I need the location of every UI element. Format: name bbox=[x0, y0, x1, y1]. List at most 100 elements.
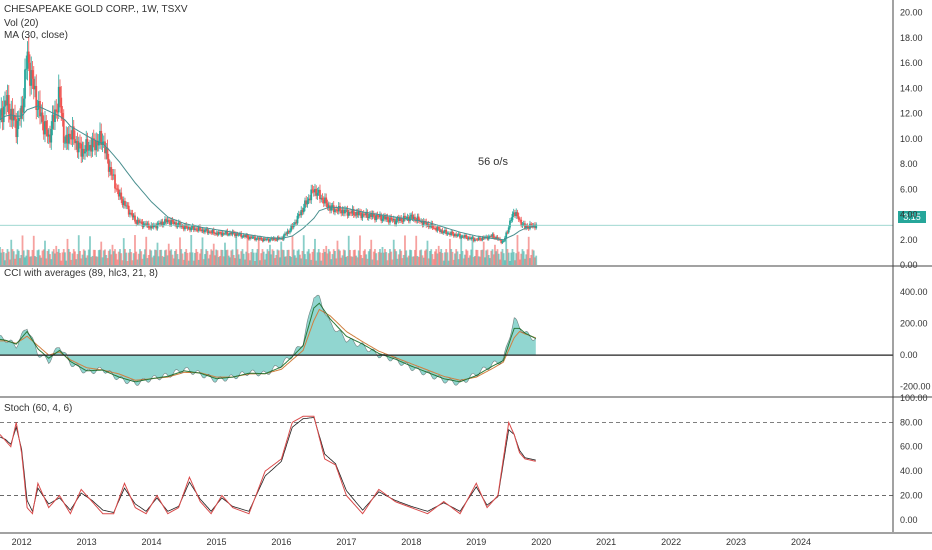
time-tick-label: 2012 bbox=[12, 537, 32, 547]
volume-bar bbox=[427, 258, 430, 265]
price-scale[interactable]: 0.00 2.00 4.00 6.00 8.00 10.00 12.00 14.00 16.00… bbox=[900, 8, 931, 525]
candle-body bbox=[254, 236, 256, 241]
volume-bar bbox=[509, 260, 511, 265]
candle-body bbox=[515, 212, 518, 217]
candle-body bbox=[234, 233, 236, 237]
candle-body bbox=[291, 225, 294, 228]
volume-bar bbox=[232, 255, 235, 265]
volume-bar bbox=[77, 235, 80, 265]
candle-body bbox=[450, 231, 453, 235]
volume-bar bbox=[276, 249, 279, 265]
volume-bar bbox=[162, 257, 165, 265]
candle-body bbox=[20, 105, 23, 119]
volume-bar bbox=[170, 249, 173, 265]
price-tick-label: 10.00 bbox=[900, 134, 923, 144]
volume-bar bbox=[389, 249, 391, 265]
volume-bar bbox=[410, 250, 413, 265]
volume-bar bbox=[5, 253, 8, 265]
volume-bar bbox=[6, 249, 9, 265]
candle-body bbox=[399, 218, 401, 221]
price-pane[interactable]: CHESAPEAKE GOLD CORP., 1W, TSXV Vol (20)… bbox=[0, 4, 926, 265]
candle-body bbox=[195, 228, 198, 230]
candle-body bbox=[395, 220, 398, 225]
volume-bar bbox=[215, 249, 218, 265]
volume-bar bbox=[30, 256, 33, 265]
volume-bar bbox=[242, 253, 245, 265]
candle-body bbox=[60, 97, 63, 113]
volume-bar bbox=[207, 258, 210, 265]
candle-body bbox=[50, 128, 53, 143]
stoch-pane[interactable]: Stoch (60, 4, 6) bbox=[0, 403, 893, 515]
volume-bar bbox=[216, 250, 219, 265]
stoch-title: Stoch (60, 4, 6) bbox=[4, 403, 72, 414]
candle-body bbox=[89, 144, 91, 150]
volume-bar bbox=[522, 251, 525, 265]
volume-bar bbox=[341, 255, 344, 265]
candle-body bbox=[40, 112, 43, 117]
candle-body bbox=[384, 216, 386, 220]
volume-bar bbox=[446, 252, 449, 265]
volume-bar bbox=[181, 253, 184, 265]
candle-body bbox=[506, 232, 509, 234]
volume-bar bbox=[117, 251, 120, 265]
candle-body bbox=[376, 215, 379, 217]
candle-body bbox=[125, 205, 128, 207]
candle-body bbox=[260, 237, 263, 240]
volume-bar bbox=[482, 241, 485, 265]
volume-bar bbox=[360, 255, 363, 265]
stoch-tick-label: 100.00 bbox=[900, 393, 928, 403]
volume-bar bbox=[35, 257, 38, 265]
candle-body bbox=[26, 51, 29, 69]
volume-bar bbox=[394, 249, 396, 265]
candle-body bbox=[39, 100, 41, 117]
candle-body bbox=[275, 239, 278, 241]
candle-body bbox=[440, 230, 443, 233]
volume-bar bbox=[26, 249, 29, 265]
volume-bar bbox=[235, 236, 238, 265]
cci-pane[interactable]: CCI with averages (89, hlc3, 21, 8) bbox=[0, 268, 893, 386]
volume-bar bbox=[251, 249, 254, 265]
stoch-tick-label: 60.00 bbox=[900, 442, 923, 452]
volume-bar bbox=[196, 251, 199, 265]
volume-bar bbox=[239, 258, 241, 265]
candle-body bbox=[362, 213, 365, 215]
candle-body bbox=[377, 216, 380, 218]
volume-bar bbox=[140, 251, 143, 265]
candle-body bbox=[10, 108, 13, 120]
candle-body bbox=[87, 149, 90, 151]
candle-body bbox=[352, 209, 355, 215]
candle-body bbox=[117, 189, 120, 197]
volume-bar bbox=[327, 249, 330, 265]
candle-body bbox=[86, 139, 89, 151]
candle-body bbox=[271, 238, 274, 240]
volume-bar bbox=[437, 245, 440, 265]
volume-bar bbox=[24, 257, 26, 265]
time-axis[interactable]: 2012 2013 2014 2015 2016 2017 2018 2019 2020 2021… bbox=[12, 537, 811, 547]
candle-body bbox=[412, 216, 415, 219]
volume-bar bbox=[330, 259, 333, 265]
volume-bar bbox=[139, 249, 141, 265]
candle-body bbox=[65, 134, 68, 143]
price-tick-label: 16.00 bbox=[900, 58, 923, 68]
volume-bar bbox=[371, 259, 374, 265]
candle-body bbox=[31, 70, 34, 79]
candle-body bbox=[252, 236, 255, 238]
volume-bar bbox=[57, 249, 60, 265]
volume-bar bbox=[151, 257, 154, 265]
candle-body bbox=[435, 227, 438, 231]
candle-body bbox=[514, 212, 516, 217]
candle-body bbox=[27, 51, 30, 63]
candle-body bbox=[360, 212, 363, 219]
candle-body bbox=[6, 95, 9, 106]
candle-body bbox=[112, 174, 115, 176]
stoch-tick-label: 20.00 bbox=[900, 490, 923, 500]
candle-body bbox=[199, 226, 201, 230]
volume-bar bbox=[62, 249, 65, 265]
volume-bar bbox=[46, 250, 49, 265]
candle-body bbox=[177, 222, 180, 225]
candle-body bbox=[66, 134, 69, 144]
volume-bar bbox=[445, 249, 448, 265]
candle-body bbox=[220, 232, 223, 236]
candle-body bbox=[2, 106, 5, 123]
candle-body bbox=[379, 214, 381, 217]
